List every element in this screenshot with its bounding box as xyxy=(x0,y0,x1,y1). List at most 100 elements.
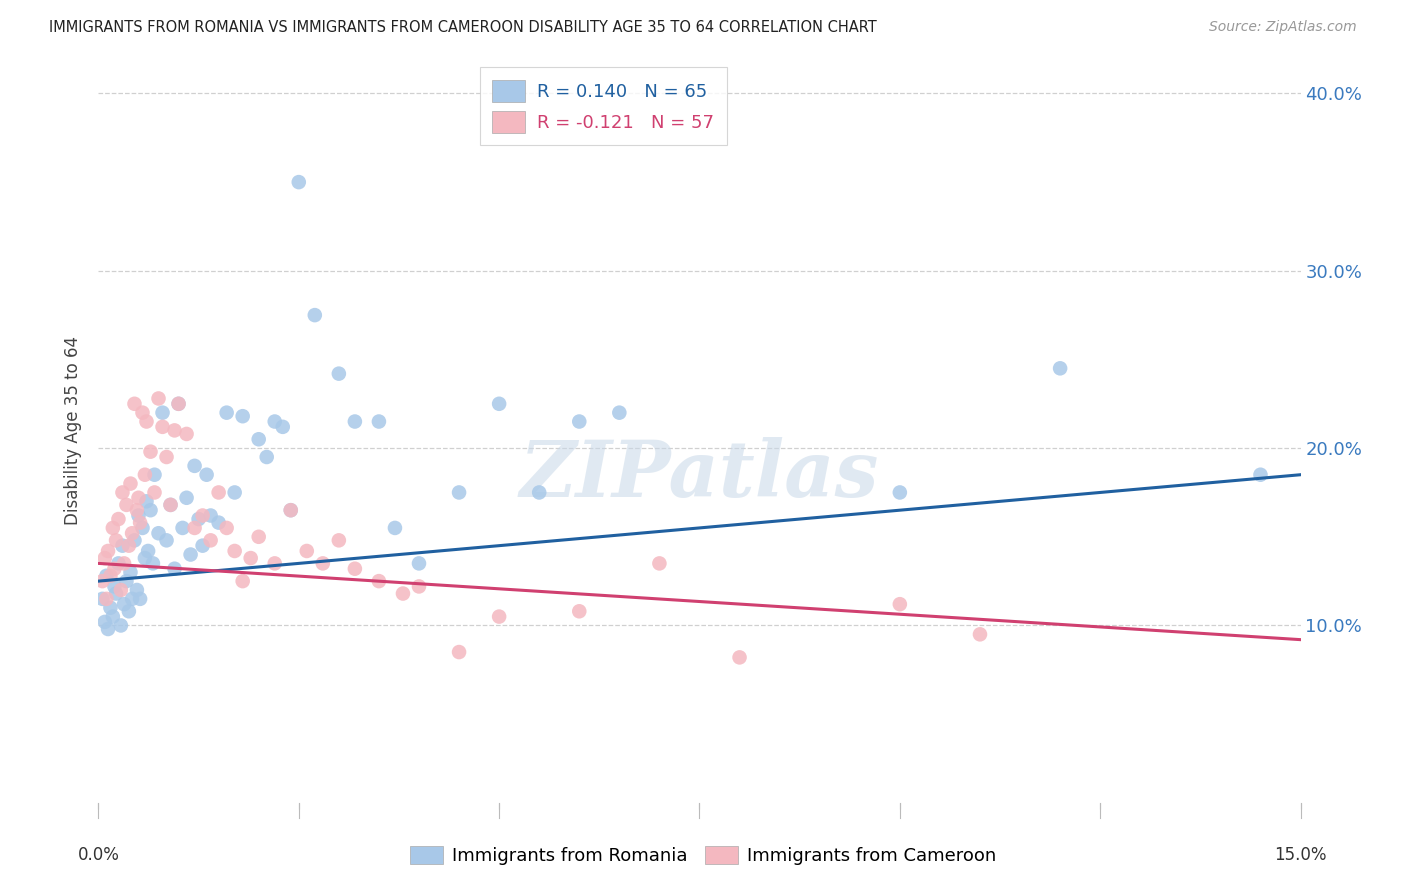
Point xyxy=(200,533,222,548)
Point xyxy=(447,485,470,500)
Point xyxy=(115,574,138,588)
Point xyxy=(304,308,326,322)
Point xyxy=(208,485,231,500)
Point xyxy=(529,485,551,500)
Point xyxy=(135,415,157,429)
Text: 15.0%: 15.0% xyxy=(1274,846,1327,863)
Point xyxy=(135,494,157,508)
Point xyxy=(94,615,117,629)
Point xyxy=(110,582,132,597)
Point xyxy=(263,415,285,429)
Point xyxy=(256,450,278,464)
Point xyxy=(969,627,991,641)
Point xyxy=(118,539,141,553)
Point xyxy=(152,420,174,434)
Point xyxy=(136,544,159,558)
Point xyxy=(94,551,117,566)
Point xyxy=(247,432,270,446)
Legend: R = 0.140   N = 65, R = -0.121   N = 57: R = 0.140 N = 65, R = -0.121 N = 57 xyxy=(479,67,727,145)
Point xyxy=(143,467,166,482)
Point xyxy=(167,397,190,411)
Point xyxy=(125,503,148,517)
Point xyxy=(105,586,128,600)
Point xyxy=(124,397,146,411)
Point xyxy=(159,498,181,512)
Point xyxy=(112,597,135,611)
Point xyxy=(96,569,118,583)
Point xyxy=(91,574,114,588)
Point xyxy=(215,406,238,420)
Point xyxy=(163,562,186,576)
Point xyxy=(568,604,591,618)
Point xyxy=(568,415,591,429)
Point xyxy=(408,557,430,571)
Point xyxy=(328,367,350,381)
Legend: Immigrants from Romania, Immigrants from Cameroon: Immigrants from Romania, Immigrants from… xyxy=(404,838,1002,872)
Point xyxy=(115,498,138,512)
Point xyxy=(107,512,129,526)
Point xyxy=(648,557,671,571)
Point xyxy=(180,548,202,562)
Point xyxy=(1250,467,1272,482)
Point xyxy=(343,562,366,576)
Point xyxy=(107,557,129,571)
Point xyxy=(125,582,148,597)
Point xyxy=(200,508,222,523)
Point xyxy=(120,566,142,580)
Point xyxy=(328,533,350,548)
Point xyxy=(129,516,152,530)
Point xyxy=(208,516,231,530)
Point xyxy=(131,406,153,420)
Point xyxy=(224,485,246,500)
Point xyxy=(148,392,170,406)
Point xyxy=(172,521,194,535)
Point xyxy=(488,397,510,411)
Point xyxy=(100,569,122,583)
Point xyxy=(112,557,135,571)
Point xyxy=(191,508,214,523)
Point xyxy=(247,530,270,544)
Point xyxy=(143,485,166,500)
Point xyxy=(163,423,186,437)
Point xyxy=(295,544,318,558)
Point xyxy=(97,544,120,558)
Point xyxy=(142,557,165,571)
Point xyxy=(447,645,470,659)
Point xyxy=(155,450,177,464)
Y-axis label: Disability Age 35 to 64: Disability Age 35 to 64 xyxy=(65,336,83,524)
Point xyxy=(183,521,205,535)
Point xyxy=(120,476,142,491)
Point xyxy=(280,503,302,517)
Point xyxy=(728,650,751,665)
Point xyxy=(368,574,391,588)
Point xyxy=(183,458,205,473)
Point xyxy=(128,491,150,505)
Point xyxy=(139,444,162,458)
Point xyxy=(159,498,181,512)
Point xyxy=(889,485,911,500)
Point xyxy=(91,591,114,606)
Point xyxy=(121,591,143,606)
Point xyxy=(889,597,911,611)
Point xyxy=(215,521,238,535)
Text: 0.0%: 0.0% xyxy=(77,846,120,863)
Point xyxy=(488,609,510,624)
Point xyxy=(134,551,156,566)
Point xyxy=(312,557,335,571)
Point xyxy=(1049,361,1071,376)
Point xyxy=(232,409,254,424)
Point xyxy=(131,521,153,535)
Point xyxy=(101,609,124,624)
Point xyxy=(271,420,294,434)
Point xyxy=(103,579,125,593)
Point xyxy=(111,485,134,500)
Point xyxy=(191,539,214,553)
Point xyxy=(263,557,285,571)
Point xyxy=(110,618,132,632)
Point xyxy=(139,503,162,517)
Point xyxy=(148,526,170,541)
Point xyxy=(176,491,198,505)
Point xyxy=(155,533,177,548)
Point xyxy=(408,579,430,593)
Point xyxy=(129,591,152,606)
